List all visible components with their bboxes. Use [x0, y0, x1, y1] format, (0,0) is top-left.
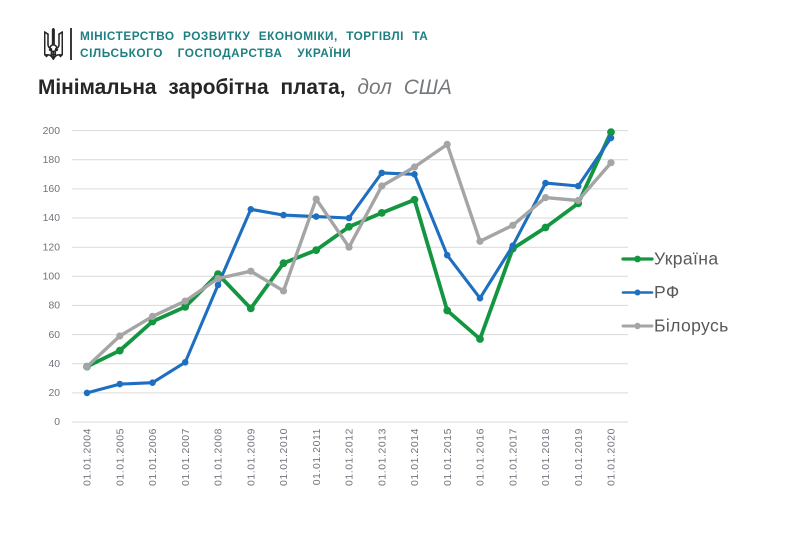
svg-text:180: 180: [43, 155, 61, 166]
svg-text:01.01.2006: 01.01.2006: [148, 428, 159, 486]
svg-text:01.01.2011: 01.01.2011: [312, 428, 323, 485]
svg-text:01.01.2005: 01.01.2005: [116, 428, 127, 486]
svg-text:01.01.2004: 01.01.2004: [83, 428, 94, 486]
svg-text:01.01.2007: 01.01.2007: [181, 428, 192, 486]
svg-text:01.01.2015: 01.01.2015: [443, 428, 454, 486]
svg-text:01.01.2010: 01.01.2010: [279, 428, 290, 486]
svg-text:160: 160: [43, 184, 61, 195]
svg-text:РФ: РФ: [654, 282, 680, 302]
svg-text:120: 120: [43, 242, 61, 253]
svg-text:01.01.2016: 01.01.2016: [476, 428, 487, 486]
svg-text:Україна: Україна: [654, 248, 719, 268]
svg-text:20: 20: [48, 388, 60, 399]
svg-text:80: 80: [48, 301, 60, 312]
svg-text:01.01.2020: 01.01.2020: [607, 428, 618, 486]
svg-text:Білорусь: Білорусь: [654, 315, 729, 335]
svg-text:01.01.2017: 01.01.2017: [509, 428, 520, 486]
svg-text:40: 40: [48, 359, 60, 370]
svg-text:01.01.2014: 01.01.2014: [410, 428, 421, 486]
svg-text:01.01.2018: 01.01.2018: [541, 428, 552, 486]
svg-text:01.01.2012: 01.01.2012: [345, 428, 356, 486]
svg-text:01.01.2019: 01.01.2019: [574, 428, 585, 486]
svg-text:01.01.2009: 01.01.2009: [246, 428, 257, 486]
svg-text:60: 60: [48, 330, 60, 341]
svg-text:200: 200: [43, 126, 61, 137]
svg-text:140: 140: [43, 213, 61, 224]
svg-text:01.01.2013: 01.01.2013: [377, 428, 388, 486]
svg-text:01.01.2008: 01.01.2008: [214, 428, 225, 486]
svg-text:100: 100: [43, 272, 61, 283]
svg-text:0: 0: [54, 417, 60, 428]
